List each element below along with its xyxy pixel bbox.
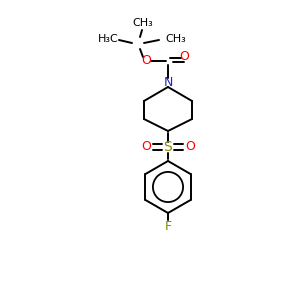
Text: N: N [163, 76, 173, 89]
Text: O: O [141, 140, 151, 154]
Text: H₃C: H₃C [98, 34, 118, 44]
Text: S: S [164, 140, 172, 154]
Text: O: O [141, 55, 151, 68]
Text: CH₃: CH₃ [133, 18, 153, 28]
Text: F: F [164, 220, 172, 232]
Text: O: O [185, 140, 195, 154]
Text: O: O [179, 50, 189, 62]
Text: CH₃: CH₃ [166, 34, 186, 44]
